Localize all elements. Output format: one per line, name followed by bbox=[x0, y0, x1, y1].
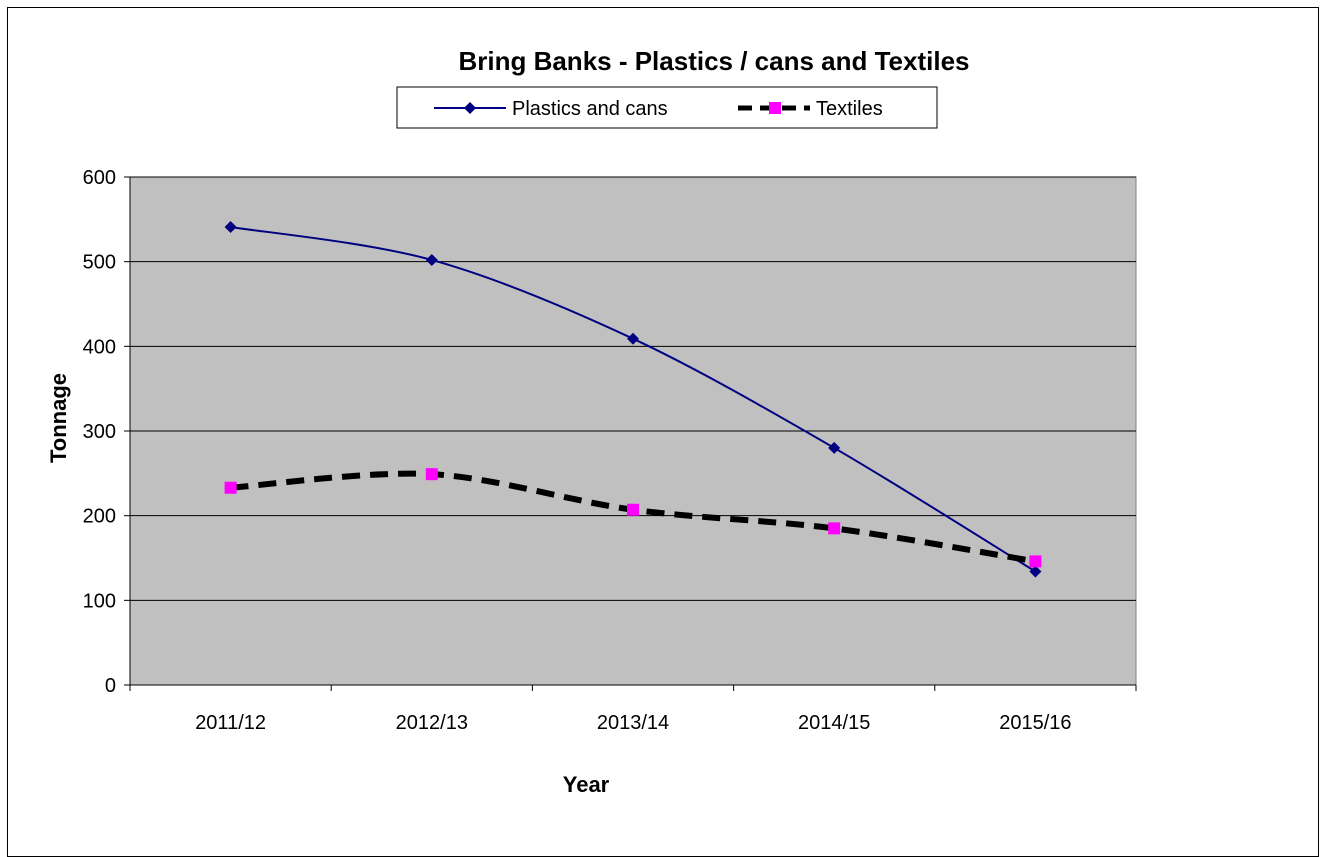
legend-marker-textiles bbox=[769, 102, 781, 114]
series-point-0-1 bbox=[425, 253, 438, 266]
legend: Plastics and cans Textiles bbox=[396, 86, 938, 129]
series-point-0-4 bbox=[1029, 565, 1042, 578]
y-tick-label: 0 bbox=[105, 675, 116, 697]
y-tick-label: 100 bbox=[83, 590, 116, 612]
y-tick-label: 400 bbox=[83, 336, 116, 358]
x-tick-label: 2011/12 bbox=[195, 712, 266, 734]
x-axis-title: Year bbox=[563, 772, 610, 797]
x-tick-label: 2014/15 bbox=[798, 712, 870, 734]
series-point-1-2 bbox=[627, 503, 639, 516]
series-layer bbox=[224, 220, 1042, 578]
legend-label-plastics: Plastics and cans bbox=[512, 98, 668, 120]
series-point-0-0 bbox=[224, 220, 237, 233]
x-axis-ticks: 2011/12 2012/13 2013/14 2014/15 2015/16 bbox=[129, 685, 1137, 734]
series-point-1-0 bbox=[224, 481, 237, 494]
legend-label-textiles: Textiles bbox=[816, 98, 883, 120]
series-point-0-3 bbox=[828, 441, 841, 454]
y-tick-label: 500 bbox=[83, 252, 116, 274]
x-tick-label: 2015/16 bbox=[999, 712, 1071, 734]
series-point-1-1 bbox=[425, 468, 438, 481]
legend-marker-plastics bbox=[464, 102, 476, 114]
y-tick-label: 600 bbox=[83, 167, 116, 189]
chart-title: Bring Banks - Plastics / cans and Textil… bbox=[458, 46, 969, 76]
y-axis-ticks: 0 100 200 300 400 500 600 bbox=[83, 167, 130, 697]
series-point-1-3 bbox=[828, 522, 841, 535]
series-point-0-2 bbox=[627, 332, 639, 345]
y-axis-title: Tonnage bbox=[46, 373, 71, 463]
y-tick-label: 200 bbox=[83, 506, 116, 528]
y-tick-label: 300 bbox=[83, 421, 116, 443]
x-tick-label: 2013/14 bbox=[597, 712, 669, 734]
series-point-1-4 bbox=[1029, 555, 1042, 568]
x-tick-label: 2012/13 bbox=[396, 712, 468, 734]
gridlines bbox=[130, 176, 1136, 601]
